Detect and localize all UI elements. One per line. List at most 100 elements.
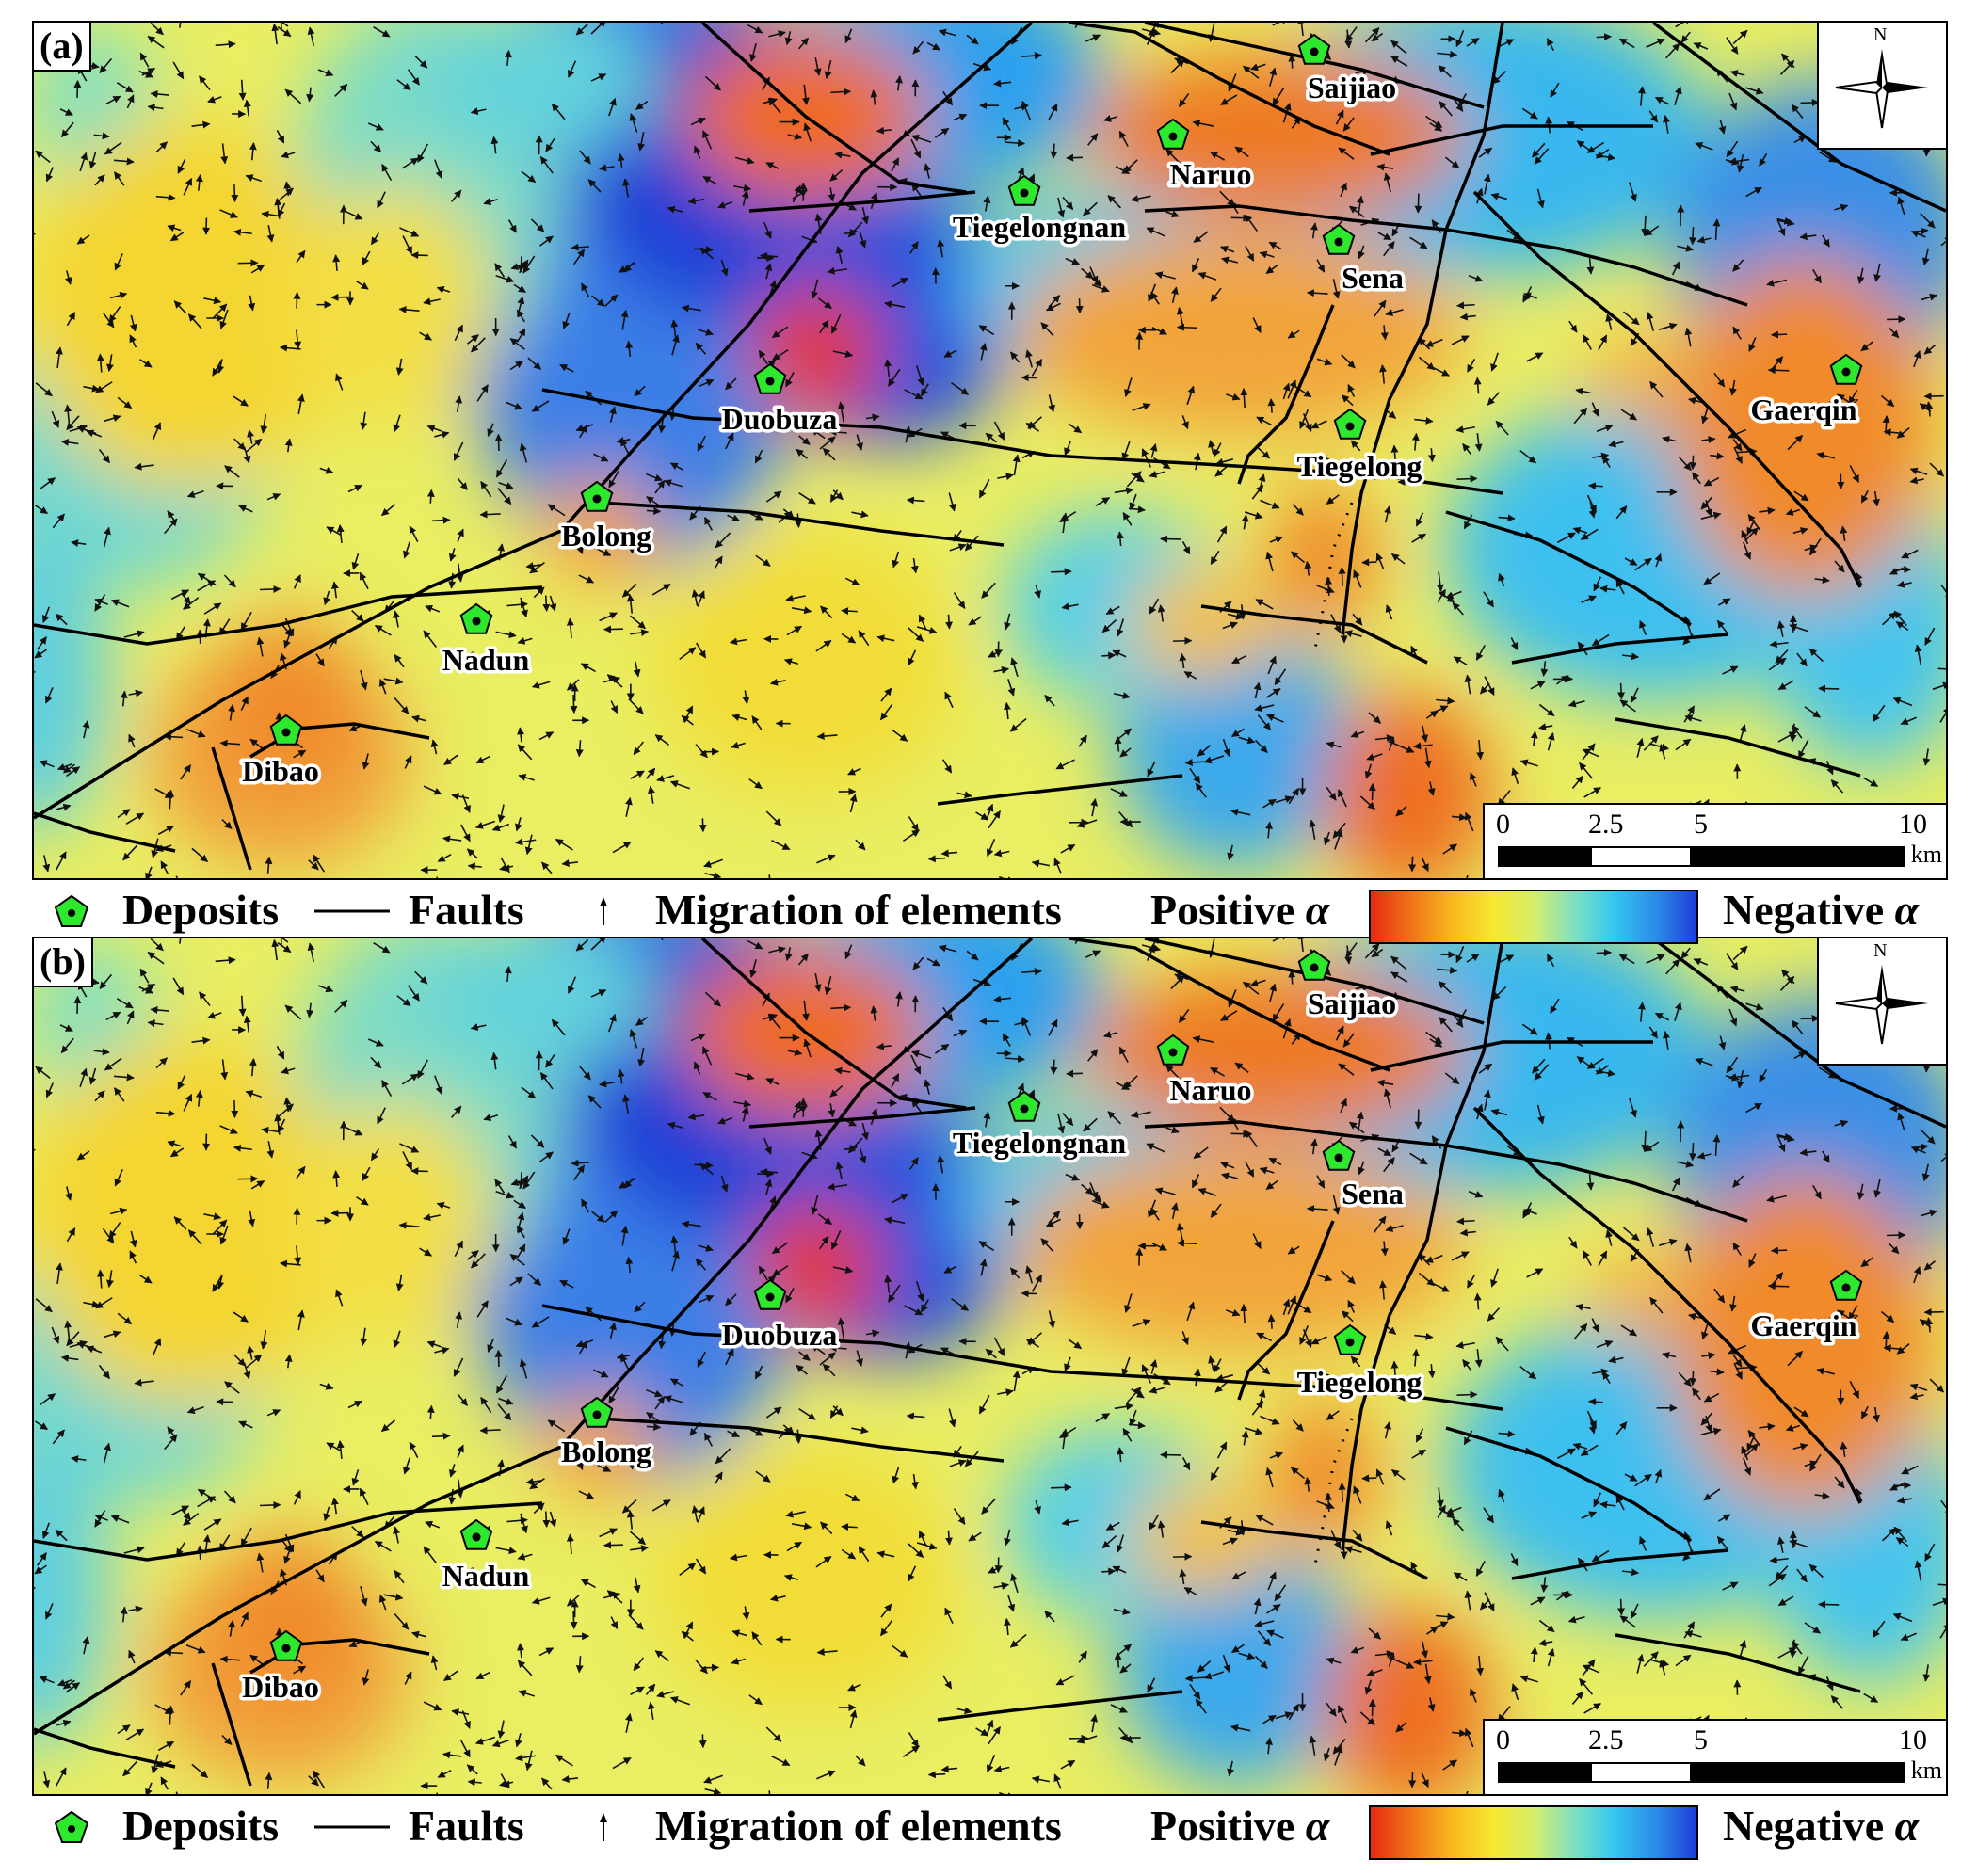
migration-arrow [993,79,1012,88]
migration-arrow [1718,120,1727,135]
migration-arrow [634,385,646,397]
migration-arrow [1176,307,1184,326]
migration-arrow [1812,268,1822,284]
migration-arrow [326,526,341,536]
migration-arrow [1693,42,1709,50]
migration-arrow [1937,667,1946,670]
migration-arrow [1468,274,1484,282]
migration-arrow [610,700,619,714]
migration-arrow [1646,38,1665,48]
migration-arrow [297,393,305,415]
migration-arrow [892,551,900,569]
migration-arrow [633,661,641,678]
migration-arrow [1265,551,1274,572]
migration-arrow [1341,354,1356,369]
legend: Deposits Faults Migration of elements Po… [38,1796,1949,1862]
migration-arrow [1274,668,1287,686]
migration-arrow [1519,759,1538,767]
deposit-legend-icon [54,1810,89,1843]
migration-arrow [694,145,701,159]
migration-arrow [568,60,577,78]
migration-arrow [1923,393,1944,401]
migration-arrow [1292,504,1304,516]
migration-arrow [217,359,225,374]
migration-arrow [1474,433,1483,452]
migration-arrow [35,382,53,397]
migration-arrow [1390,444,1399,465]
migration-arrow [495,458,508,478]
migration-arrow [1379,364,1387,384]
migration-arrow [1913,350,1921,368]
migration-arrow [1130,195,1151,203]
migration-arrow [1408,1772,1417,1788]
migration-arrow [1732,326,1742,340]
migration-arrow [1453,656,1468,666]
migration-arrow [784,31,793,46]
migration-arrow [1766,279,1788,287]
migration-arrow [1370,85,1382,95]
alpha-anomaly-patch [749,1202,881,1334]
migration-arrow [1338,147,1355,160]
migration-arrow [271,23,280,45]
migration-arrow [437,854,452,862]
migration-arrow [1348,205,1365,218]
north-arrow: N [1817,938,1946,1066]
migration-arrow [819,319,829,334]
migration-arrow [1075,298,1084,314]
migration-arrow [457,477,468,490]
migration-arrow [1306,289,1328,297]
migration-arrow [1747,514,1761,531]
migration-arrow [1436,571,1444,592]
migration-arrow [1302,413,1312,432]
migration-arrow [223,574,236,588]
migration-arrow [1267,1314,1276,1329]
migration-arrow [1057,197,1066,218]
migration-arrow [1649,380,1664,398]
migration-arrow [1490,192,1508,200]
positive-alpha-label: Positive α [1150,886,1330,934]
migration-arrow [276,130,285,144]
migration-arrow [1455,29,1465,48]
migration-arrow [796,448,808,459]
migration-arrow [1260,499,1280,509]
migration-arrow [1674,86,1682,105]
migration-arrow [647,785,655,804]
migration-arrow [1478,147,1493,158]
migration-arrow [669,780,691,790]
migration-arrow [651,583,671,596]
migration-arrow [247,429,255,444]
deposit-label: Tiegelong [1297,449,1422,483]
migration-arrow [1065,257,1081,265]
migration-arrow [837,401,845,423]
migration-arrow [1375,553,1385,569]
scale-tick-label: 2.5 [1588,809,1624,840]
fault-legend-icon [314,909,390,913]
migration-arrow [1444,156,1460,169]
migration-arrow [870,89,878,105]
migration-arrow [1628,182,1637,202]
migration-arrow [1149,471,1165,478]
migration-arrow [1728,92,1738,111]
migration-arrow [1521,107,1538,120]
migration-arrow [1689,1143,1697,1162]
migration-arrow [105,354,114,372]
migration-arrow [494,1349,503,1368]
migration-arrow [157,825,175,836]
migration-arrow [1767,366,1790,375]
migration-arrow [841,1523,858,1531]
migration-arrow [1352,613,1363,626]
alpha-anomaly-patch [1126,1484,1277,1597]
migration-arrow [1265,821,1274,839]
migration-arrow [1619,699,1636,713]
migration-arrow [679,647,697,661]
migration-arrow [1689,227,1697,246]
legend: Deposits Faults Migration of elements Po… [38,880,1949,946]
migration-arrow [637,132,646,152]
migration-arrow [1214,465,1228,477]
migration-arrow [1003,701,1011,720]
migration-arrow [455,395,463,412]
migration-arrow [876,634,895,643]
migration-arrow [1227,612,1245,620]
scale-bar: 0 2.5 5 10 km [1483,803,1946,878]
scale-tick-label: 2.5 [1588,1724,1624,1756]
